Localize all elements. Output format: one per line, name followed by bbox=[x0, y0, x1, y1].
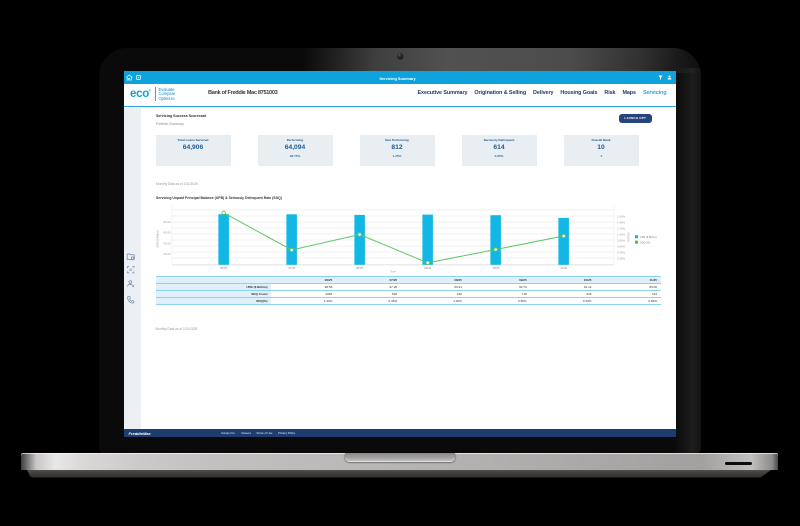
svg-text:60.00: 60.00 bbox=[164, 231, 171, 235]
svg-text:0.60%: 0.60% bbox=[617, 244, 625, 248]
svg-text:06/25: 06/25 bbox=[220, 266, 227, 270]
svg-text:SDQ(%): SDQ(%) bbox=[627, 232, 631, 242]
svg-text:SDQ (%): SDQ (%) bbox=[640, 241, 650, 245]
svg-text:40.00: 40.00 bbox=[164, 241, 171, 245]
svg-text:AI: AI bbox=[129, 268, 132, 272]
svg-text:0.20%: 0.20% bbox=[617, 256, 625, 260]
svg-text:0.80%: 0.80% bbox=[617, 238, 625, 242]
svg-text:20.00: 20.00 bbox=[164, 252, 171, 256]
svg-text:UPB ($ Billion): UPB ($ Billion) bbox=[156, 230, 160, 247]
svg-text:1.20%: 1.20% bbox=[617, 226, 625, 230]
svg-text:UPB ($ Billion): UPB ($ Billion) bbox=[640, 235, 657, 239]
svg-text:08/25: 08/25 bbox=[356, 266, 363, 270]
svg-text:1.60%: 1.60% bbox=[617, 214, 625, 218]
svg-text:80.00: 80.00 bbox=[164, 220, 171, 224]
svg-text:10/25: 10/25 bbox=[492, 266, 499, 270]
svg-text:07/25: 07/25 bbox=[288, 266, 295, 270]
svg-text:1.00%: 1.00% bbox=[617, 232, 625, 236]
svg-text:1.40%: 1.40% bbox=[617, 220, 625, 224]
svg-text:09/25: 09/25 bbox=[424, 266, 431, 270]
svg-text:11/25: 11/25 bbox=[560, 266, 567, 270]
svg-text:Time: Time bbox=[390, 270, 396, 274]
svg-text:0.40%: 0.40% bbox=[617, 250, 625, 254]
